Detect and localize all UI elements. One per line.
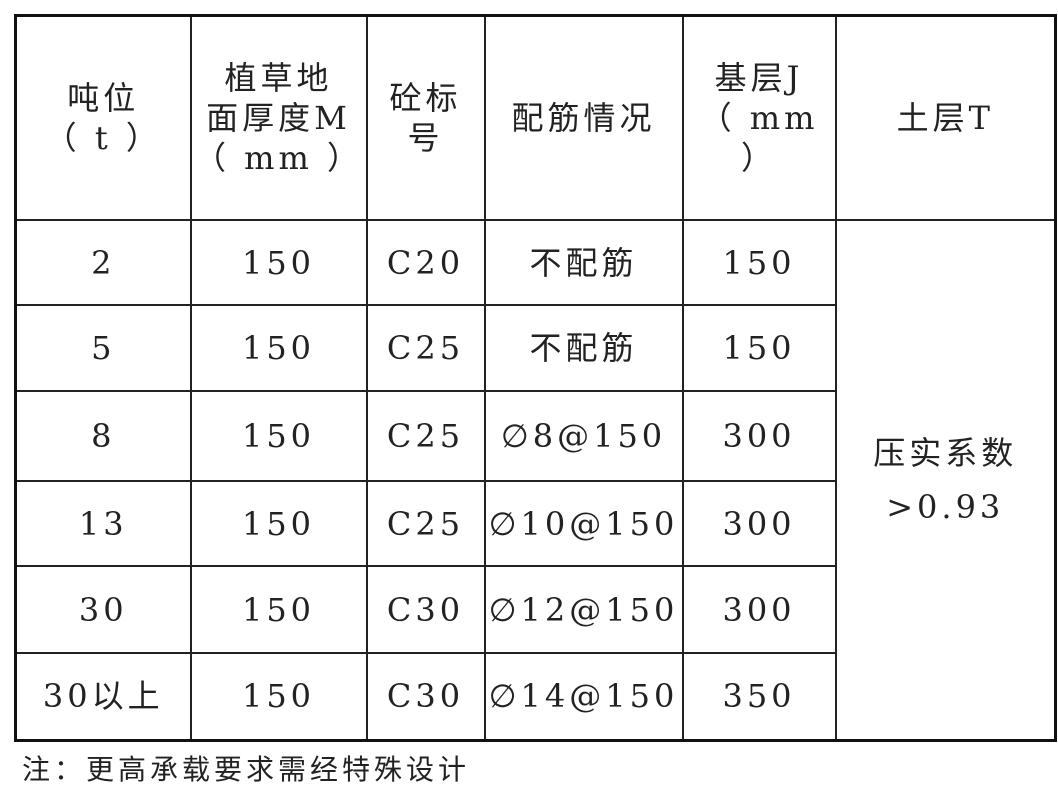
table-row: 2 150 C20 不配筋 150 压实系数 >0.93 [14,219,1057,741]
table-row: 30 150 C30 ∅12@150 300 [14,565,1056,654]
header-line: 土层T [896,99,994,137]
cell: 150 [189,390,368,482]
header-line: 面厚度M [206,99,351,137]
header-concrete-grade: 砼标 号 [365,14,486,221]
soil-layer-cell: 压实系数 >0.93 [834,219,1057,741]
cell: ∅14@150 [483,652,684,741]
footnote: 注：更高承载要求需经特殊设计 [22,753,471,786]
cell: 350 [681,652,837,741]
cell: C25 [365,390,486,482]
header-line: （ mm ） [193,139,364,177]
header-line: 基层J [714,59,804,97]
header-grass-thickness: 植草地 面厚度M （ mm ） [189,14,368,221]
header-base-layer: 基层J （ mm ） [681,14,837,221]
header-line: 配筋情况 [511,99,656,137]
table-row: 8 150 C25 ∅8@150 300 [14,390,1056,482]
cell: 30 [14,565,192,654]
cell: 5 [14,304,192,392]
header-tonnage: 吨位 （ t ） [14,14,192,221]
table-row: 13 150 C25 ∅10@150 300 [14,480,1056,567]
cell: 150 [189,480,368,567]
cell: 150 [189,652,368,741]
header-row: 吨位 （ t ） 植草地 面厚度M （ mm ） 砼标 号 配筋情况 基层J （… [14,14,1057,221]
cell: ∅10@150 [483,480,684,567]
cell: 300 [681,480,837,567]
cell: 300 [681,565,837,654]
cell: 150 [189,565,368,654]
table-row: 30以上 150 C30 ∅14@150 350 [14,652,1056,741]
cell: 不配筋 [483,304,684,392]
soil-layer-line: 压实系数 [873,433,1018,472]
soil-layer-line: >0.93 [886,487,1005,526]
table-row: 5 150 C25 不配筋 150 [14,304,1056,392]
cell: 30以上 [14,652,192,741]
cell: C25 [365,480,486,567]
specification-table: 吨位 （ t ） 植草地 面厚度M （ mm ） 砼标 号 配筋情况 基层J （… [14,14,1057,742]
cell: 不配筋 [483,219,684,306]
cell: 150 [189,304,368,392]
header-line: 植草地 [224,59,333,97]
header-line: 号 [407,119,444,157]
cell: 13 [14,480,192,567]
cell: C30 [365,565,486,654]
cell: ∅8@150 [483,390,684,482]
header-line: （ t ） [44,119,162,157]
header-line: 吨位 [67,79,140,117]
cell: 150 [681,304,837,392]
cell: ∅12@150 [483,565,684,654]
header-reinforcement: 配筋情况 [483,14,684,221]
cell: 150 [189,219,368,306]
cell: 8 [14,390,192,482]
cell: C20 [365,219,486,306]
cell: C25 [365,304,486,392]
cell: 300 [681,390,837,482]
cell: 2 [14,219,192,306]
header-line: 砼标 [389,79,462,117]
cell: C30 [365,652,486,741]
header-line: （ mm ） [699,99,819,177]
header-soil-layer: 土层T [834,14,1057,221]
cell: 150 [681,219,837,306]
